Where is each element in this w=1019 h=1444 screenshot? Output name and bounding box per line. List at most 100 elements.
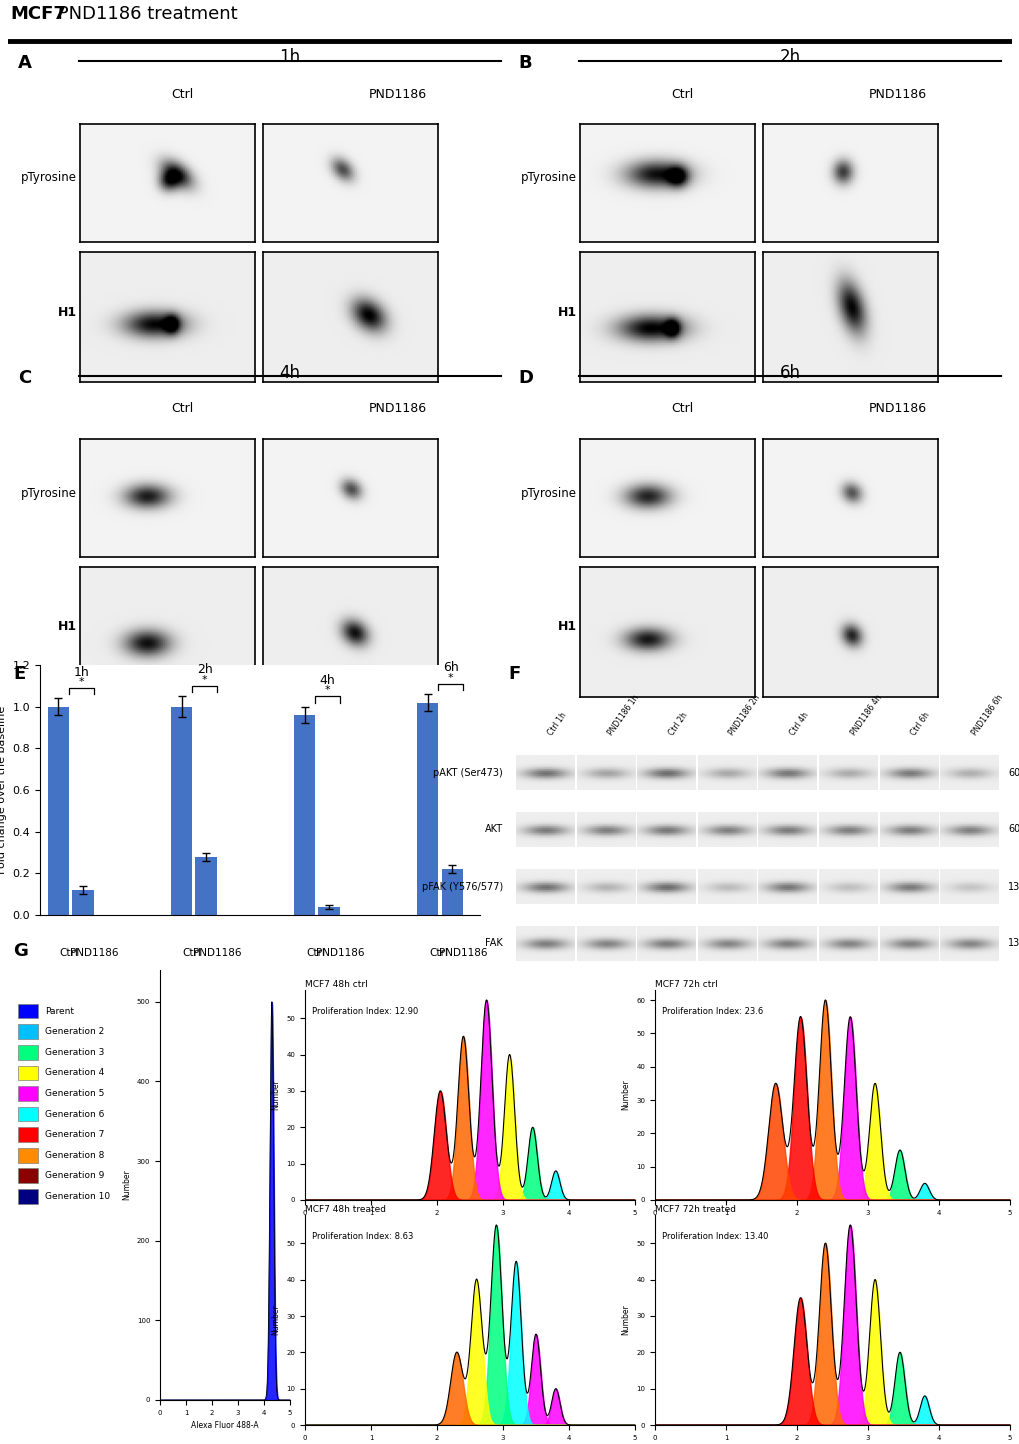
Bar [18,1168,39,1183]
Bar [417,702,438,915]
Text: MCF7 48h ctrl: MCF7 48h ctrl [305,980,368,989]
Text: Generation 5: Generation 5 [45,1089,104,1097]
Text: pTyrosine: pTyrosine [521,172,577,185]
Bar [318,907,339,915]
Text: Ctrl: Ctrl [671,403,693,416]
Text: Ctrl: Ctrl [182,947,202,957]
Text: *: * [325,686,330,695]
Text: H1: H1 [58,621,76,634]
Text: 1h: 1h [73,666,90,679]
Bar [18,1188,39,1204]
Text: C: C [18,370,32,387]
Text: pTyrosine: pTyrosine [21,487,76,500]
Text: B: B [518,53,531,72]
Text: Generation 6: Generation 6 [45,1109,104,1119]
Text: H1: H1 [58,306,76,319]
Text: Generation 3: Generation 3 [45,1048,104,1057]
Bar [18,1045,39,1060]
Bar [18,1086,39,1100]
Bar [441,869,463,915]
Text: Ctrl: Ctrl [60,947,78,957]
Text: Generation 10: Generation 10 [45,1191,110,1201]
Bar [196,856,217,915]
Text: Generation 8: Generation 8 [45,1151,104,1160]
Text: 1h: 1h [279,49,301,66]
Text: PND1186: PND1186 [193,947,240,957]
Text: PND1186: PND1186 [867,403,925,416]
Bar [48,706,69,915]
Text: Ctrl: Ctrl [306,947,324,957]
Bar [293,715,315,915]
Text: Proliferation Index: 12.90: Proliferation Index: 12.90 [311,1006,418,1015]
Text: PND1186: PND1186 [316,947,364,957]
Text: PND1186 4h: PND1186 4h [848,693,882,736]
Text: 60kDa: 60kDa [1007,768,1019,777]
Text: MCF7 72h treated: MCF7 72h treated [654,1206,736,1214]
Text: Proliferation Index: 13.40: Proliferation Index: 13.40 [661,1232,767,1240]
X-axis label: Alexa Fluor 488-A: Alexa Fluor 488-A [436,1222,503,1230]
Text: Ctrl: Ctrl [671,88,693,101]
Text: Proliferation Index: 8.63: Proliferation Index: 8.63 [311,1232,413,1240]
Bar [18,1148,39,1162]
Y-axis label: Number: Number [122,1170,131,1200]
Text: 2h: 2h [779,49,800,66]
Text: 4h: 4h [320,674,335,687]
Y-axis label: Fold change over the baseline: Fold change over the baseline [0,706,7,874]
Text: FAK: FAK [485,939,502,949]
Text: 130kDa: 130kDa [1007,939,1019,949]
Text: A: A [18,53,32,72]
Text: Ctrl 4h: Ctrl 4h [788,710,810,736]
X-axis label: Alexa Fluor 488-A: Alexa Fluor 488-A [798,1222,865,1230]
Text: E: E [13,666,25,683]
Text: MCF7 48h treated: MCF7 48h treated [305,1206,385,1214]
Bar [18,1066,39,1080]
Text: H1: H1 [557,621,577,634]
Text: 4h: 4h [279,364,301,381]
Text: pFAK (Y576/577): pFAK (Y576/577) [421,881,502,891]
Text: *: * [78,677,85,687]
Bar [18,1106,39,1122]
Text: PND1186 1h: PND1186 1h [606,693,640,736]
Text: 60kDa: 60kDa [1007,825,1019,835]
Bar [170,706,193,915]
Text: D: D [518,370,533,387]
Text: Ctrl: Ctrl [171,403,194,416]
Text: *: * [202,674,207,684]
Text: Ctrl 2h: Ctrl 2h [666,710,689,736]
Text: PND1186: PND1186 [368,403,426,416]
Text: Generation 9: Generation 9 [45,1171,104,1180]
Text: AKT: AKT [484,825,502,835]
Text: PND1186: PND1186 [69,947,118,957]
Text: pTyrosine: pTyrosine [21,172,76,185]
Text: Generation 7: Generation 7 [45,1131,104,1139]
Y-axis label: Number: Number [271,1080,280,1110]
Text: Parent: Parent [45,1006,74,1015]
Text: Ctrl: Ctrl [429,947,447,957]
Y-axis label: Number: Number [622,1304,630,1336]
Bar [72,890,94,915]
Text: Ctrl: Ctrl [171,88,194,101]
Text: Proliferation Index: 23.6: Proliferation Index: 23.6 [661,1006,762,1015]
Text: G: G [13,941,28,960]
Bar [18,1004,39,1018]
Y-axis label: Number: Number [271,1304,280,1336]
Text: H1: H1 [557,306,577,319]
Text: PND1186 6h: PND1186 6h [969,693,1004,736]
Text: Generation 2: Generation 2 [45,1027,104,1037]
Text: F: F [507,666,520,683]
Text: MCF7: MCF7 [10,4,66,23]
Text: MCF7 72h ctrl: MCF7 72h ctrl [654,980,717,989]
Bar [18,1128,39,1142]
X-axis label: Alexa Fluor 488-A: Alexa Fluor 488-A [191,1421,259,1430]
Text: PND1186: PND1186 [867,88,925,101]
Text: 130kDa: 130kDa [1007,881,1019,891]
Bar [18,1024,39,1040]
Text: Ctrl 6h: Ctrl 6h [909,710,931,736]
Text: pAKT (Ser473): pAKT (Ser473) [433,768,502,777]
Text: pTyrosine: pTyrosine [521,487,577,500]
Text: 6h: 6h [442,661,459,674]
Text: Ctrl 1h: Ctrl 1h [545,710,568,736]
Text: PND1186: PND1186 [368,88,426,101]
Text: Generation 4: Generation 4 [45,1069,104,1077]
Text: 2h: 2h [197,663,212,676]
